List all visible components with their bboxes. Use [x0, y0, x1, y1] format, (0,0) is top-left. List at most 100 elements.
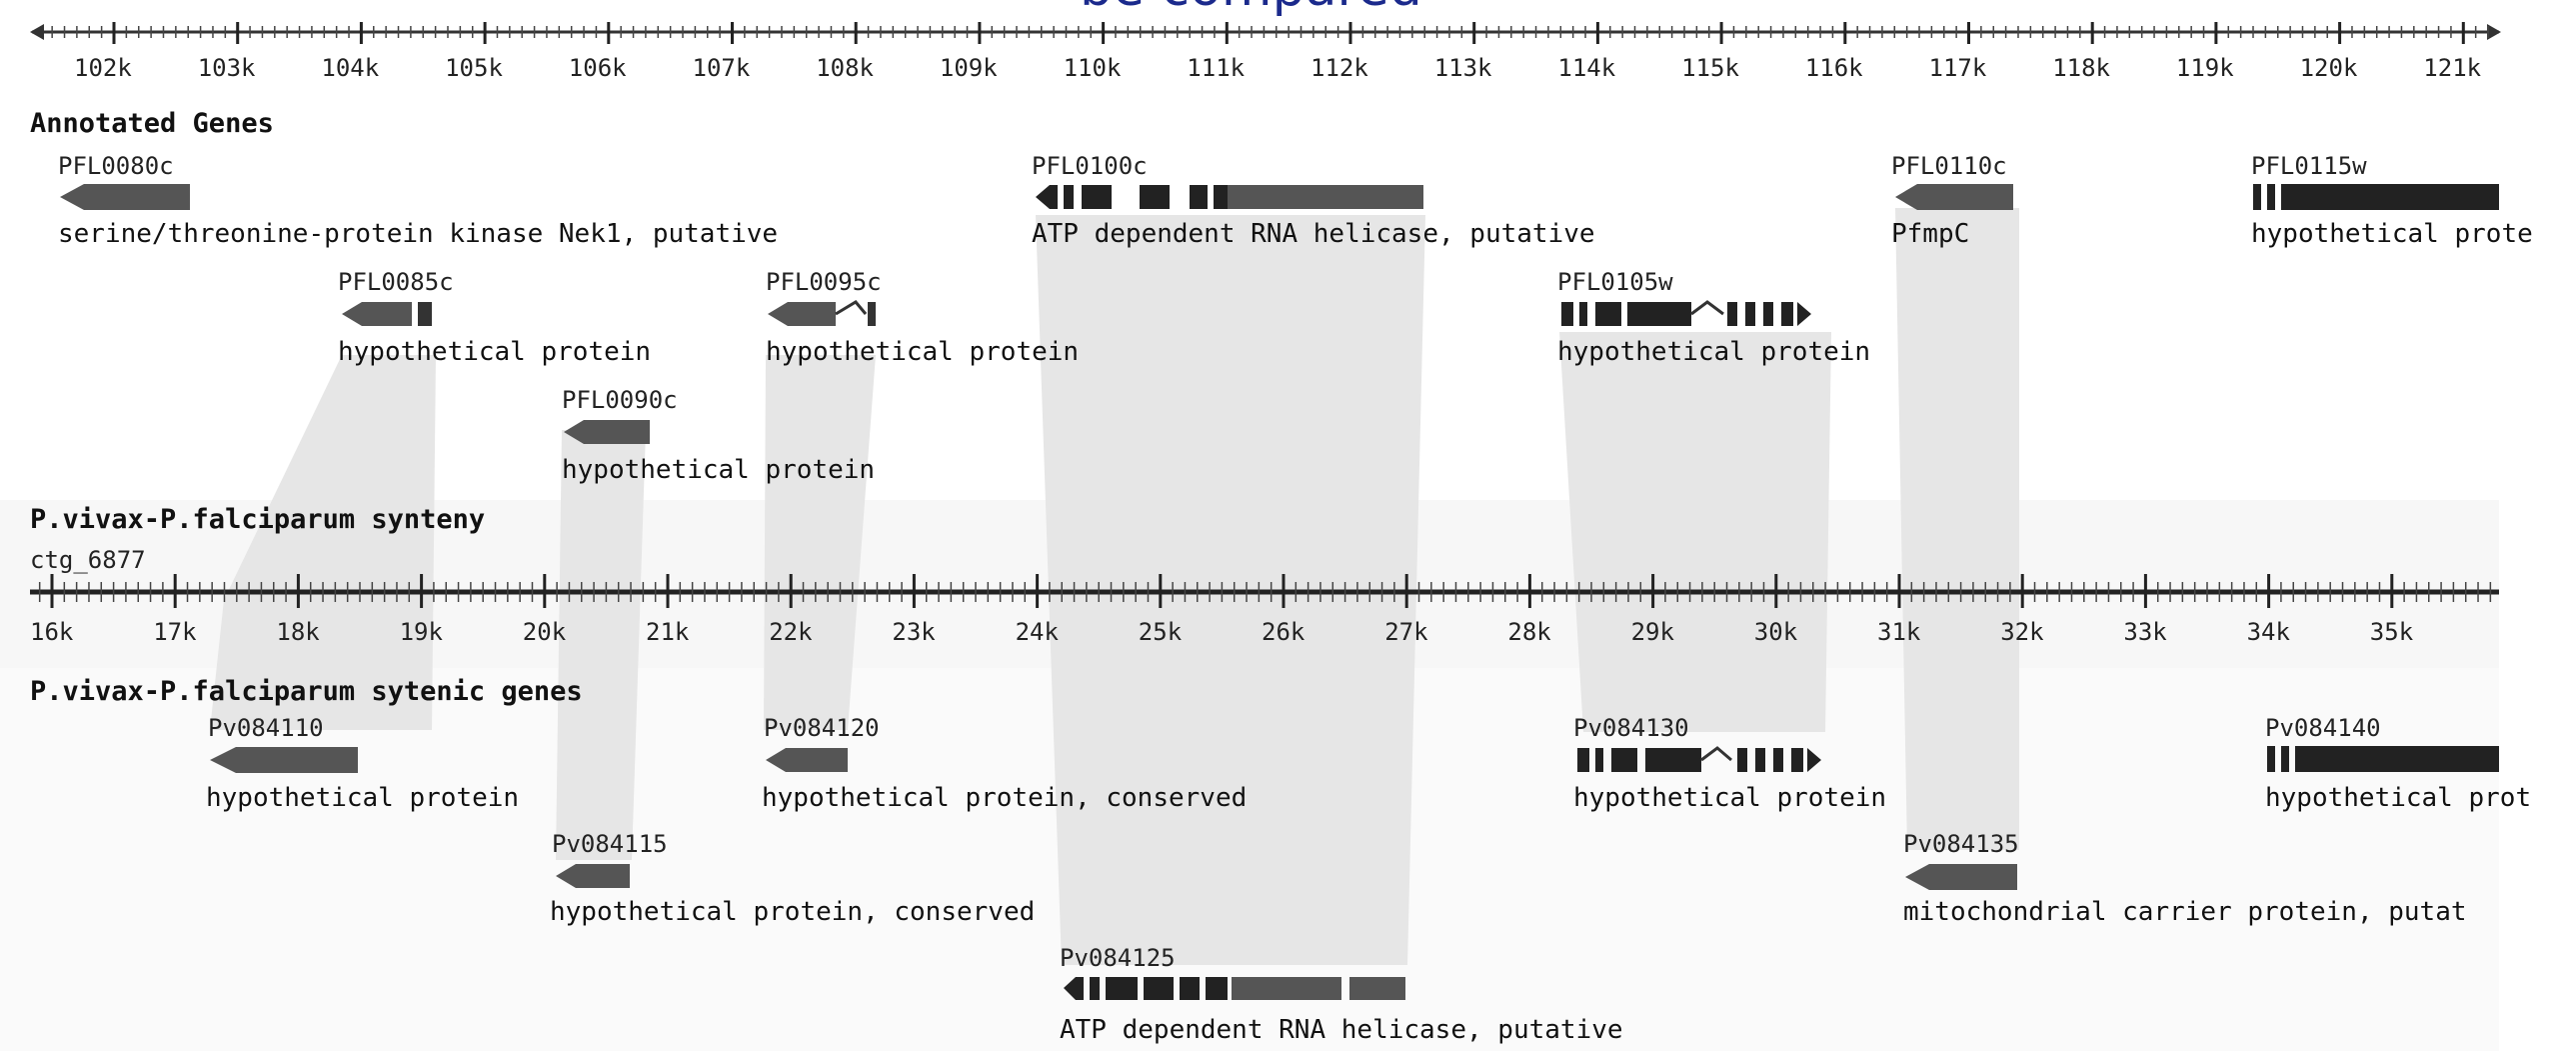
tick-label: 24k	[1016, 618, 1060, 646]
syntenic-genes-title: P.vivax-P.falciparum sytenic genes	[30, 676, 583, 707]
gene-exon	[1727, 302, 1737, 326]
gene-pv084140[interactable]: Pv084140 hypothetical prot	[2265, 714, 2531, 813]
tick-label: 106k	[569, 54, 627, 82]
gene-pv084110[interactable]: Pv084110 hypothetical protein	[206, 714, 519, 813]
annotated-genes-title: Annotated Genes	[30, 108, 274, 139]
gene-exon	[1577, 748, 1589, 772]
gene-pfl0095c[interactable]: PFL0095c hypothetical protein	[766, 268, 1079, 367]
gene-pfl0100c[interactable]: PFL0100c ATP dependent RNA helicase, put…	[1032, 152, 1595, 249]
gene-intron	[835, 300, 868, 316]
top-ruler-left-arrow	[30, 24, 44, 40]
gene-exon	[1611, 748, 1637, 772]
gene-description-label: hypothetical prot	[2265, 783, 2531, 813]
gene-exon	[418, 302, 432, 326]
gene-description-label: hypothetical protein	[1557, 337, 1870, 367]
synteny-band-pfl0110c	[1895, 208, 2019, 850]
gene-id-label: PFL0080c	[58, 152, 174, 180]
gene-pv084125[interactable]: Pv084125 ATP dependent RNA helicase, put…	[1060, 944, 1623, 1045]
tick-label: 28k	[1507, 618, 1551, 646]
gene-exon	[1206, 977, 1228, 1000]
gene-id-label: Pv084130	[1573, 714, 1689, 742]
gene-exon	[2281, 184, 2499, 210]
tick-label: 116k	[1805, 54, 1863, 82]
gene-pv084115[interactable]: Pv084115 hypothetical protein, conserved	[550, 830, 1035, 927]
gene-arrow	[1905, 864, 2017, 890]
tick-label: 16k	[30, 618, 74, 646]
gene-pfl0080c[interactable]: PFL0080c serine/threonine-protein kinase…	[58, 152, 778, 249]
tick-label: 23k	[892, 618, 936, 646]
gene-intron	[1690, 300, 1724, 316]
gene-description-label: hypothetical protein	[338, 337, 651, 367]
gene-exon	[1228, 185, 1423, 209]
gene-exon	[1190, 185, 1208, 209]
tick-label: 21k	[646, 618, 690, 646]
tick-label: 35k	[2370, 618, 2414, 646]
gene-exon	[1090, 977, 1100, 1000]
gene-arrow	[556, 864, 630, 888]
tick-label: 103k	[198, 54, 256, 82]
gene-exon	[1645, 748, 1701, 772]
tick-label: 22k	[769, 618, 813, 646]
gene-pfl0110c[interactable]: PFL0110c PfmpC	[1891, 152, 2013, 249]
tick-label: 19k	[400, 618, 444, 646]
gene-id-label: PFL0100c	[1032, 152, 1148, 180]
gene-id-label: Pv084140	[2265, 714, 2381, 742]
tick-label: 114k	[1557, 54, 1615, 82]
tick-label: 121k	[2423, 54, 2481, 82]
gene-exon	[2267, 746, 2275, 772]
gene-description-label: serine/threonine-protein kinase Nek1, pu…	[58, 219, 778, 249]
gene-description-label: hypothetical protein	[766, 337, 1079, 367]
gene-id-label: PFL0090c	[562, 386, 678, 414]
gene-pfl0090c[interactable]: PFL0090c hypothetical protein	[562, 386, 875, 485]
gene-exon	[1232, 977, 1341, 1000]
gene-exon	[868, 302, 876, 326]
contig-label: ctg_6877	[30, 546, 146, 574]
gene-exon	[1745, 302, 1755, 326]
gene-id-label: PFL0115w	[2251, 152, 2367, 180]
tick-label: 107k	[693, 54, 751, 82]
tick-label: 25k	[1139, 618, 1183, 646]
gene-description-label: PfmpC	[1891, 219, 1969, 249]
tick-label: 120k	[2300, 54, 2358, 82]
gene-exon	[1595, 302, 1621, 326]
gene-arrow	[564, 420, 650, 444]
gene-description-label: hypothetical protein	[206, 783, 519, 813]
tick-label: 110k	[1064, 54, 1122, 82]
top-ruler-tick-labels: 102k 103k 104k 105k 106k 107k 108k 109k 110k 111k…	[74, 54, 2482, 82]
gene-exon	[1627, 302, 1691, 326]
tick-label: 108k	[816, 54, 874, 82]
gene-exon	[1144, 977, 1174, 1000]
gene-pfl0115w[interactable]: PFL0115w hypothetical prote	[2251, 152, 2533, 249]
gene-arrow	[210, 747, 358, 773]
gene-pv084120[interactable]: Pv084120 hypothetical protein, conserved	[762, 714, 1247, 813]
gene-exon	[1106, 977, 1138, 1000]
gene-arrow	[766, 748, 848, 772]
gene-pfl0085c[interactable]: PFL0085c hypothetical protein	[338, 268, 651, 367]
gene-arrow	[768, 302, 836, 326]
gene-description-label: hypothetical protein	[562, 455, 875, 485]
tick-label: 105k	[445, 54, 503, 82]
gene-arrow	[342, 302, 412, 326]
gene-exon	[2253, 184, 2261, 210]
gene-exon	[1140, 185, 1170, 209]
gene-exon	[1755, 748, 1765, 772]
gene-pv084135[interactable]: Pv084135 mitochondrial carrier protein, …	[1903, 830, 2467, 927]
gene-exon	[2267, 184, 2275, 210]
tick-label: 20k	[523, 618, 567, 646]
tick-label: 32k	[2000, 618, 2044, 646]
synteny-ruler: 16k 17k 18k 19k 20k 21k 22k 23k 24k 25k 26k 27k 28k 2…	[30, 574, 2499, 646]
top-ruler-right-arrow	[2487, 24, 2501, 40]
gene-arrow-head	[1797, 302, 1811, 326]
tick-label: 117k	[1929, 54, 1987, 82]
gene-description-label: ATP dependent RNA helicase, putative	[1060, 1015, 1623, 1045]
gene-pfl0105w[interactable]: PFL0105w hypothetical protein	[1557, 268, 1870, 367]
gene-intron	[1700, 746, 1732, 762]
page-title: be compared	[1080, 0, 1679, 14]
tick-label: 26k	[1262, 618, 1305, 646]
gene-id-label: PFL0095c	[766, 268, 882, 296]
gene-id-label: Pv084125	[1060, 944, 1176, 972]
gene-pv084130[interactable]: Pv084130 hypothetical protein	[1573, 714, 1886, 813]
gene-id-label: Pv084115	[552, 830, 668, 858]
gene-exon	[1595, 748, 1603, 772]
top-ruler: 102k 103k 104k 105k 106k 107k 108k 109k 110k 111k…	[30, 22, 2501, 82]
